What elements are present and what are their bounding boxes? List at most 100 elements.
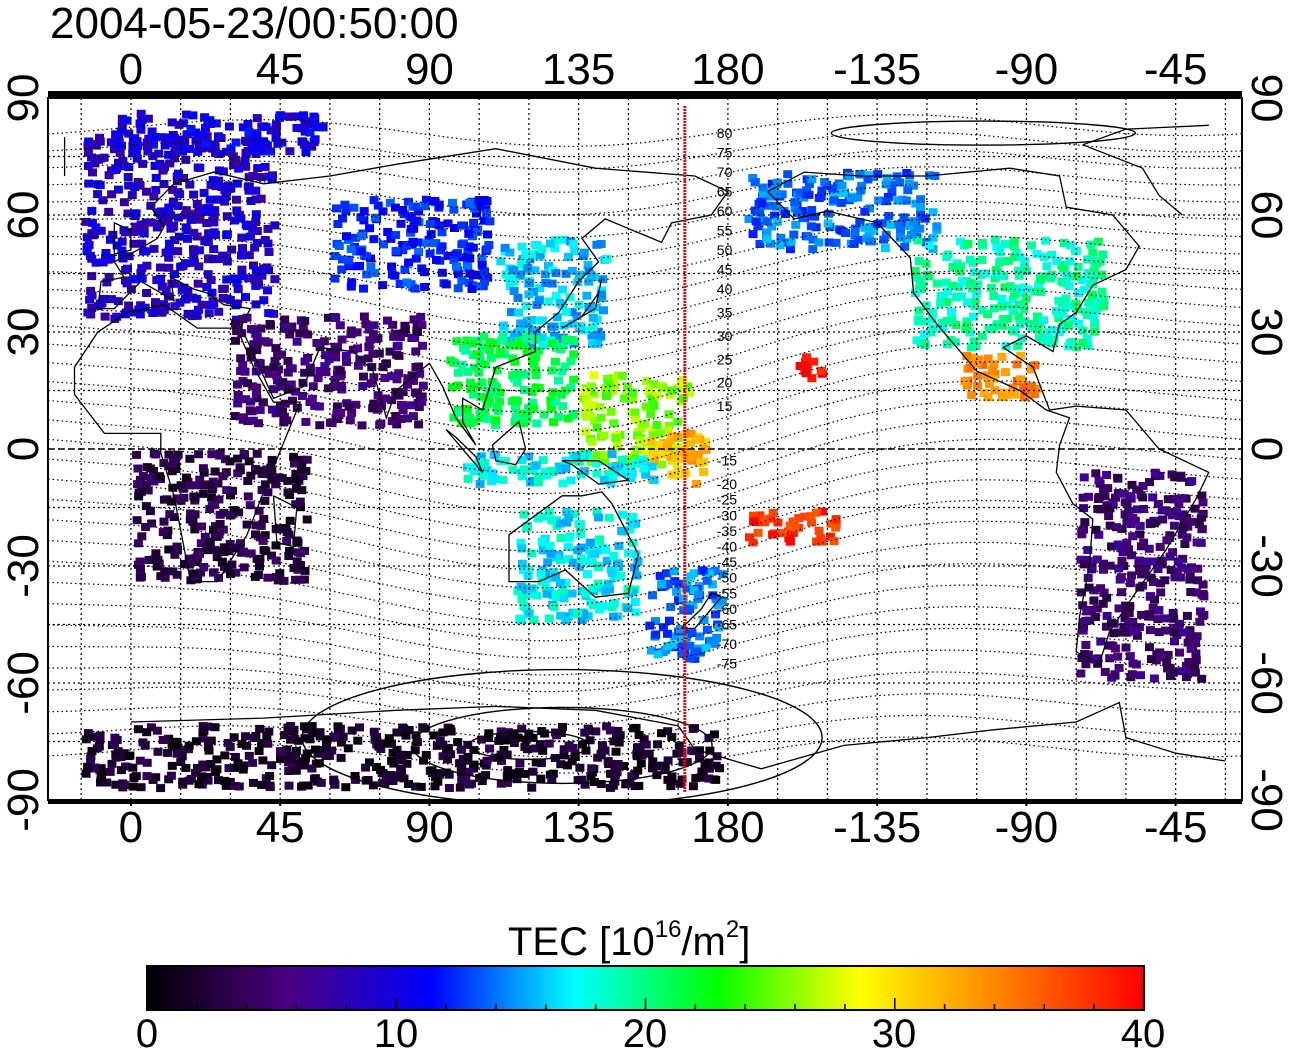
tec-cell [356,213,366,222]
tec-cell [509,330,519,339]
coastline [561,460,631,485]
tec-cell [230,752,240,761]
tec-cell [251,210,261,219]
magnetic-contour [48,458,1242,552]
tec-cell [308,729,318,737]
tec-cell [170,279,180,288]
tec-cell [89,140,99,149]
tec-cell [699,457,709,466]
tec-cell [977,306,987,315]
tec-cell [517,544,527,553]
tec-cell [856,186,866,195]
tec-cell [938,324,948,333]
tec-cell [710,566,720,575]
tec-region [1076,468,1209,683]
tec-cell [270,357,280,366]
tec-cell [180,560,189,568]
south-pole-contour [411,706,713,785]
tec-cell [768,201,778,210]
tec-cell [208,216,218,225]
tec-cell [185,180,195,189]
tec-cell [687,629,697,638]
tec-cell [1007,326,1017,335]
tec-cell [1174,500,1184,509]
tec-cell [915,224,925,233]
tec-cell [449,205,459,214]
tec-cell [453,738,463,747]
tec-cell [292,112,302,121]
tec-cell [337,735,347,744]
tec-cell [241,293,250,302]
tec-cell [534,346,544,355]
tec-cell [330,252,340,260]
tec-cell [211,182,221,191]
tec-cell [678,758,688,767]
tec-cell [653,740,663,749]
tec-cell [313,374,323,383]
tec-cell [1188,517,1198,526]
colorbar-title-prefix: TEC [10 [508,920,655,964]
tec-cell [584,277,594,286]
tec-cell [131,222,141,231]
tec-cell [418,341,427,350]
tec-cell [313,749,323,758]
tec-cell [535,740,545,749]
tec-cell [458,754,468,763]
tec-cell [463,246,473,255]
tec-cell [1033,312,1042,321]
tec-cell [1097,270,1107,279]
tec-cell [987,283,997,292]
tec-cell [298,472,308,481]
tec-cell [315,728,325,737]
tec-cell [1117,556,1127,565]
tec-cell [463,740,473,749]
tec-cell [528,733,538,742]
tec-cell [209,211,219,220]
tec-cell [865,237,875,246]
tec-cell [704,569,714,578]
tec-cell [251,195,261,204]
tec-cell [236,214,246,223]
tec-cell [279,418,289,427]
magnetic-contour [48,342,1242,434]
tec-cell [1176,563,1186,572]
tec-cell [542,589,552,598]
tec-cell [556,534,566,542]
tec-cell [559,321,569,330]
tec-cell [633,766,643,775]
tec-cell [118,156,128,165]
tec-cell [366,262,376,271]
lat-tick-label-left: 0 [0,437,48,461]
tec-cell [259,514,269,523]
tec-cell [783,170,793,179]
tec-cell [156,274,166,283]
tec-cell [645,621,655,630]
tec-cell [1080,650,1090,658]
tec-cell [625,779,635,788]
tec-cell [113,297,123,306]
tec-cell [392,375,402,384]
tec-cell [264,369,274,378]
tec-cell [1122,538,1132,547]
tec-cell [402,278,412,287]
tec-cell [887,188,897,197]
tec-cell [485,398,495,407]
tec-cell [398,206,408,214]
tec-cell [305,398,315,406]
tec-cell [380,394,390,403]
tec-cell [995,248,1005,257]
tec-cell [262,731,272,740]
tec-cell [237,272,247,281]
tec-cell [388,777,398,785]
tec-cell [828,184,838,193]
tec-cell [196,539,206,548]
tec-cell [1180,540,1190,548]
tec-cell [230,412,240,420]
tec-cell [1196,607,1205,616]
tec-cell [292,337,302,346]
tec-cell [412,738,422,747]
tec-cell [335,321,345,330]
tec-cell [1114,604,1124,613]
tec-cell [403,197,413,206]
tec-cell [1145,478,1154,487]
